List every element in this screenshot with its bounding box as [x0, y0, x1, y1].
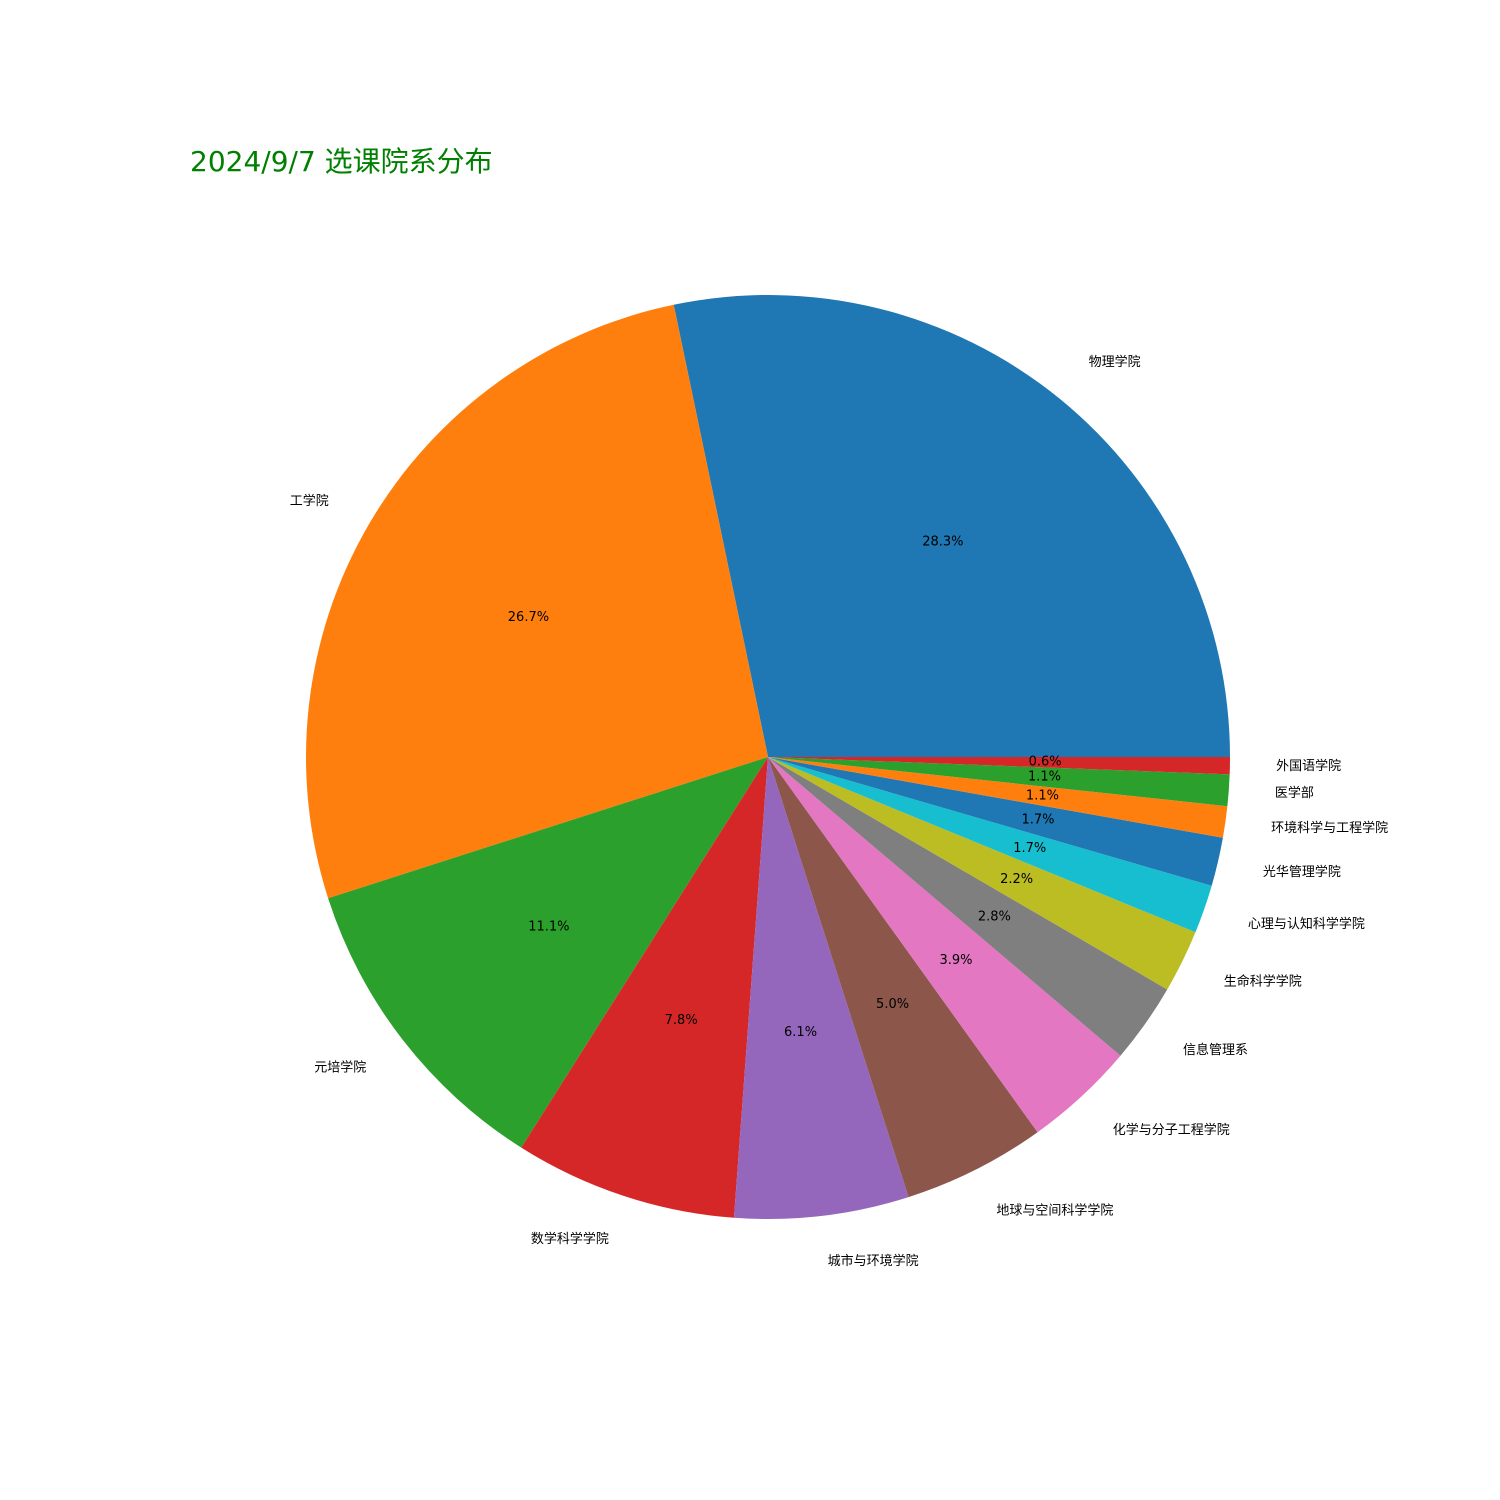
pie-category-label-8: 生命科学学院 — [1224, 973, 1302, 989]
pie-category-label-2: 元培学院 — [314, 1060, 366, 1076]
pie-percent-label-0: 28.3% — [922, 534, 963, 549]
pie-slice-9 — [768, 757, 1212, 933]
pie-category-label-13: 外国语学院 — [1276, 758, 1341, 774]
pie-slice-12 — [768, 757, 1230, 807]
pie-slice-4 — [733, 757, 909, 1219]
pie-slice-1 — [306, 304, 768, 899]
pie-slice-11 — [768, 757, 1228, 838]
pie-percent-label-12: 1.1% — [1028, 769, 1061, 784]
pie-percent-label-7: 2.8% — [978, 909, 1011, 924]
pie-percent-labels: 28.3% 26.7% 11.1% 7.8% 6.1% 5.0% 3.9% 2.8% 2.2% 1… — [508, 534, 1062, 1039]
pie-slice-0 — [673, 295, 1230, 757]
pie-slice-13 — [768, 757, 1230, 775]
pie-category-label-9: 心理与认知科学学院 — [1248, 916, 1365, 932]
pie-slice-10 — [768, 757, 1223, 886]
pie-percent-label-3: 7.8% — [665, 1013, 698, 1028]
pie-percent-label-6: 3.9% — [939, 953, 972, 968]
pie-percent-label-8: 2.2% — [1000, 872, 1033, 887]
pie-slice-3 — [521, 757, 768, 1218]
pie-category-label-12: 医学部 — [1275, 785, 1314, 801]
pie-percent-label-9: 1.7% — [1013, 841, 1046, 856]
pie-category-label-10: 光华管理学院 — [1263, 864, 1341, 880]
pie-percent-label-2: 11.1% — [528, 919, 569, 934]
pie-percent-label-10: 1.7% — [1021, 812, 1054, 827]
pie-slice-7 — [768, 757, 1168, 1056]
pie-category-label-0: 物理学院 — [1089, 354, 1141, 370]
pie-category-label-1: 工学院 — [290, 493, 329, 509]
pie-category-label-5: 地球与空间科学学院 — [996, 1202, 1113, 1218]
pie-percent-label-11: 1.1% — [1026, 789, 1059, 804]
pie-percent-label-5: 5.0% — [876, 997, 909, 1012]
pie-percent-label-13: 0.6% — [1029, 755, 1062, 770]
pie-category-label-4: 城市与环境学院 — [828, 1253, 919, 1269]
pie-slice-8 — [768, 757, 1196, 990]
chart-title: 2024/9/7 选课院系分布 — [190, 145, 493, 178]
pie-category-label-6: 化学与分子工程学院 — [1113, 1122, 1230, 1138]
pie-category-label-3: 数学科学学院 — [531, 1231, 609, 1247]
pie-percent-label-1: 26.7% — [508, 610, 549, 625]
pie-slice-5 — [768, 757, 1038, 1198]
pie-slice-6 — [768, 757, 1121, 1133]
pie-percent-label-4: 6.1% — [784, 1025, 817, 1040]
pie-category-label-7: 信息管理系 — [1183, 1042, 1248, 1058]
pie-category-label-11: 环境科学与工程学院 — [1271, 820, 1388, 836]
pie-slices — [306, 295, 1230, 1219]
pie-slice-2 — [328, 757, 768, 1148]
